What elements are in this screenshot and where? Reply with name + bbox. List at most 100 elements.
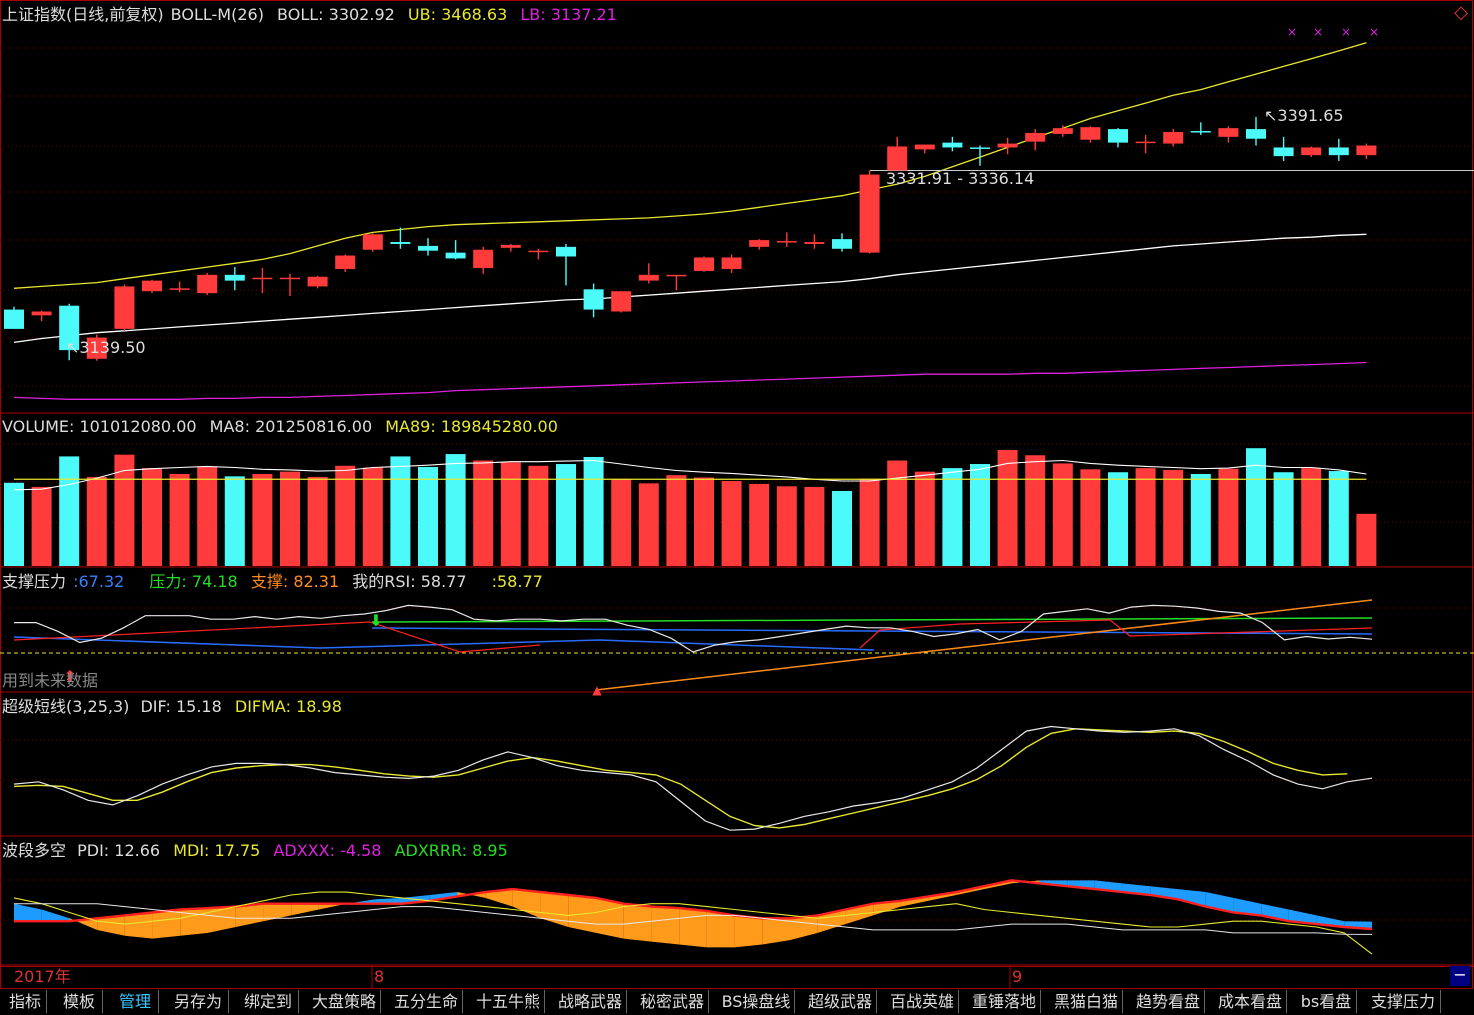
volume-bar-1: [31, 486, 52, 566]
candle-body-22: [611, 291, 632, 312]
volume-bar-49: [1356, 513, 1377, 566]
candle-body-40: [1108, 129, 1128, 143]
volume-bar-24: [666, 475, 687, 566]
support-value: 82.31: [293, 572, 340, 591]
pdi-value: 12.66: [114, 841, 161, 860]
adx-label: ADXXX:: [273, 841, 335, 860]
tab-12[interactable]: 百战英雄: [886, 990, 959, 1013]
tab-3[interactable]: 另存为: [168, 990, 229, 1013]
rsi-up-arrow-2: ▲: [592, 683, 602, 697]
tab-10[interactable]: BS操盘线: [718, 990, 795, 1013]
support-label: 支撑:: [250, 572, 289, 591]
candle-body-4: [114, 286, 135, 329]
candle-body-13: [362, 234, 383, 250]
volume-bar-7: [197, 466, 218, 566]
candle-body-45: [1246, 129, 1266, 139]
volume-bar-15: [418, 466, 438, 566]
dmi-band-segment-29: [817, 909, 846, 933]
candle-body-28: [776, 241, 797, 243]
dmi-panel[interactable]: [13, 879, 1373, 955]
tab-13[interactable]: 重锤落地: [968, 990, 1041, 1013]
rsi-panel[interactable]: ⬇ ⬆ ▲: [0, 599, 1474, 697]
dmi-band-segment-10: [291, 903, 319, 916]
volume-bar-31: [859, 478, 880, 566]
dif-label: DIF:: [140, 697, 171, 716]
rsi-line: [14, 604, 1373, 653]
candle-body-10: [280, 277, 300, 280]
volume-ma8-line: [13, 459, 1367, 491]
dmi-band-segment-8: [235, 903, 264, 928]
pressure-line: [371, 617, 1373, 623]
tab-17[interactable]: bs看盘: [1296, 990, 1357, 1013]
price-panel[interactable]: × × × ×: [4, 25, 1474, 400]
macd-panel-title: 超级短线(3,25,3): [2, 697, 130, 716]
tab-11[interactable]: 超级武器: [804, 990, 877, 1013]
tab-1[interactable]: 模板: [56, 990, 103, 1013]
dif-line: [13, 725, 1373, 831]
candle-body-49: [1356, 145, 1377, 156]
volume-bar-35: [970, 464, 990, 566]
volume-bar-13: [362, 467, 383, 566]
candle-body-31: [859, 174, 880, 253]
candle-body-38: [1052, 128, 1073, 134]
rsi-panel-title: 支撑压力: [2, 572, 67, 591]
dmi-band-segment-32: [900, 896, 929, 907]
volume-bar-6: [169, 473, 190, 566]
tab-0[interactable]: 指标: [4, 990, 47, 1013]
volume-bar-9: [252, 473, 273, 566]
volume-bar-5: [142, 468, 162, 566]
ma89-label: MA89:: [385, 417, 436, 436]
candle-body-29: [804, 242, 825, 244]
mdi-value: 17.75: [214, 841, 261, 860]
tab-18[interactable]: 支撑压力: [1366, 990, 1441, 1013]
pressure-label: 压力:: [149, 572, 187, 591]
rsi-v5: :58.77: [491, 572, 543, 591]
low-mark-value: 3139.50: [79, 338, 146, 357]
diamond-icon[interactable]: ◇: [1454, 2, 1468, 23]
dmi-band-segment-28: [790, 915, 818, 941]
volume-bar-14: [390, 456, 411, 566]
volume-bar-25: [694, 477, 714, 566]
ub-label: UB:: [407, 5, 436, 24]
signal-mark-1: ×: [1313, 25, 1323, 39]
tab-9[interactable]: 秘密武器: [636, 990, 709, 1013]
dmi-band-segment-13: [374, 897, 402, 904]
tab-4[interactable]: 绑定到: [238, 990, 299, 1013]
candle-body-42: [1163, 132, 1184, 144]
volume-bar-47: [1301, 468, 1322, 566]
tab-14[interactable]: 黑猫白猫: [1050, 990, 1123, 1013]
low-mark-label: ↖3139.50: [66, 338, 146, 357]
tab-6[interactable]: 五分生命: [390, 990, 463, 1013]
volume-bar-29: [804, 486, 825, 566]
ma8-label: MA8:: [209, 417, 250, 436]
macd-panel[interactable]: [13, 725, 1373, 831]
collapse-button[interactable]: −: [1450, 966, 1470, 986]
candle-body-39: [1080, 127, 1101, 140]
indicator-name[interactable]: BOLL-M(26): [170, 5, 264, 24]
dmi-band-segment-17: [485, 889, 513, 907]
dif-value: 15.18: [175, 697, 222, 716]
tab-8[interactable]: 战略武器: [554, 990, 627, 1013]
candle-body-41: [1135, 141, 1156, 144]
volume-bar-33: [914, 471, 935, 566]
tab-5[interactable]: 大盘策略: [308, 990, 381, 1013]
volume-bar-16: [445, 454, 466, 566]
difma-label: DIFMA:: [234, 697, 291, 716]
volume-bar-37: [1025, 455, 1046, 566]
tab-2[interactable]: 管理: [112, 990, 159, 1013]
candle-body-17: [473, 249, 494, 269]
tab-15[interactable]: 趋势看盘: [1132, 990, 1205, 1013]
rsi-value: 58.77: [420, 572, 467, 591]
dmi-band-segment-18: [512, 889, 541, 919]
candle-body-19: [528, 250, 549, 253]
dmi-band-segment-27: [762, 918, 790, 945]
volume-panel[interactable]: [4, 448, 1377, 566]
volume-bar-8: [224, 476, 245, 566]
tab-16[interactable]: 成本看盘: [1214, 990, 1287, 1013]
candle-body-33: [914, 144, 935, 150]
tab-7[interactable]: 十五牛熊: [472, 990, 545, 1013]
candle-body-21: [583, 289, 604, 310]
lb-label: LB:: [520, 5, 546, 24]
volume-value: 101012080.00: [79, 417, 197, 436]
